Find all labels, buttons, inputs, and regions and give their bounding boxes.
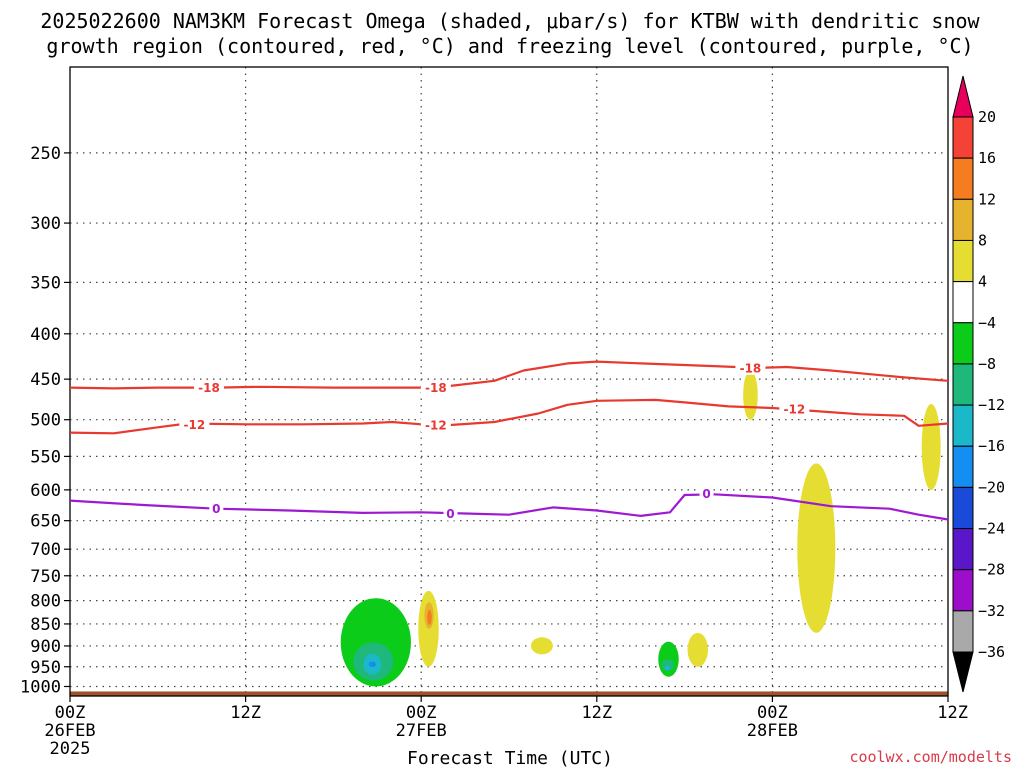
time-tick-label-48-1: 28FEB xyxy=(747,721,798,741)
time-tick-label-48-0: 00Z xyxy=(757,703,788,723)
time-tick-label-60-0: 12Z xyxy=(937,703,968,723)
colorbar-stripe-1 xyxy=(952,157,974,200)
colorbar-stripe-10 xyxy=(952,528,974,571)
contour-label-bg--12-2 xyxy=(779,401,810,416)
pressure-tick-label-950: 950 xyxy=(30,658,61,678)
omega-ascent-max-0 xyxy=(368,661,376,668)
colorbar-tick-label-2: 12 xyxy=(978,190,996,208)
contour-label--12: -12 xyxy=(425,419,447,433)
colorbar-tick-label-3: 8 xyxy=(978,231,987,249)
temperature-contours: -18 -18 -18 -12 -12 -12 0 0 0 xyxy=(69,360,949,521)
colorbar-tick-label-11: −28 xyxy=(978,561,1005,579)
omega-colorbar: 20 16 12 8 4 −4 −8 −12 −16 −20 −24 −28 −32 −36 xyxy=(952,75,1005,693)
omega-descent-region-2 xyxy=(530,637,553,655)
ground-surface xyxy=(70,691,948,696)
pressure-tick-label-250: 250 xyxy=(30,144,61,164)
pressure-tick-label-650: 650 xyxy=(30,512,61,532)
colorbar-stripe-12 xyxy=(952,610,974,653)
omega-descent-region-5 xyxy=(743,370,758,420)
colorbar-stripe-4 xyxy=(952,281,974,324)
contour-label-bg-0-2 xyxy=(699,486,714,501)
colorbar-tick-label-4: 4 xyxy=(978,273,987,291)
contour-label--12: -12 xyxy=(784,402,806,416)
pressure-tick-label-300: 300 xyxy=(30,214,61,234)
time-tick-label-24-1: 27FEB xyxy=(396,721,447,741)
colorbar-tick-label-1: 16 xyxy=(978,149,996,167)
contour-label-bg--12-1 xyxy=(420,418,451,433)
contour-label--18: -18 xyxy=(425,381,447,395)
colorbar-tick-label-9: −20 xyxy=(978,478,1005,496)
omega-ascent-core-3 xyxy=(661,659,674,671)
pressure-tick-label-800: 800 xyxy=(30,592,61,612)
pressure-tick-label-600: 600 xyxy=(30,481,61,501)
omega-descent-region-6 xyxy=(797,463,836,633)
colorbar-tick-label-0: 20 xyxy=(978,108,996,126)
contour-label-bg--18-1 xyxy=(420,380,451,395)
omega-ascent-region-3 xyxy=(658,641,679,677)
pressure-tick-label-550: 550 xyxy=(30,447,61,467)
time-tick-label-12-0: 12Z xyxy=(230,703,261,723)
pressure-tick-label-1000: 1000 xyxy=(20,677,61,697)
contour-label-0: 0 xyxy=(446,507,454,521)
colorbar-top-arrow xyxy=(952,75,974,118)
contour-line--12 xyxy=(69,398,949,435)
colorbar-tick-label-10: −24 xyxy=(978,520,1005,538)
contour-label-bg--12-0 xyxy=(179,417,210,432)
time-tick-label-36-0: 12Z xyxy=(581,703,612,723)
omega-descent-region-1 xyxy=(418,590,439,667)
contour-label--18: -18 xyxy=(198,381,220,395)
colorbar-stripe-11 xyxy=(952,569,974,612)
colorbar-tick-label-12: −32 xyxy=(978,602,1005,620)
contour-line-0 xyxy=(69,493,949,521)
contour-label--12: -12 xyxy=(184,418,206,432)
colorbar-stripe-9 xyxy=(952,486,974,530)
x-axis-title: Forecast Time (UTC) xyxy=(407,748,613,768)
colorbar-stripe-2 xyxy=(952,198,974,241)
contour-label--18: -18 xyxy=(740,361,762,375)
plot-frame xyxy=(69,66,949,697)
time-tick-label-0-2: 2025 xyxy=(50,739,91,759)
pressure-tick-label-500: 500 xyxy=(30,411,61,431)
time-tick-label-0-0: 00Z xyxy=(55,703,86,723)
pressure-tick-label-350: 350 xyxy=(30,273,61,293)
credit-link[interactable]: coolwx.com/modelts xyxy=(849,748,1012,766)
contour-label-bg--18-0 xyxy=(194,380,225,395)
pressure-tick-label-700: 700 xyxy=(30,540,61,560)
pressure-tick-label-850: 850 xyxy=(30,615,61,635)
pressure-tick-label-900: 900 xyxy=(30,637,61,657)
contour-label-0: 0 xyxy=(212,502,220,516)
colorbar-tick-label-5: −4 xyxy=(978,314,996,332)
pressure-tick-label-400: 400 xyxy=(30,325,61,345)
contour-label-bg-0-1 xyxy=(443,506,458,521)
colorbar-stripe-3 xyxy=(952,239,974,283)
chart-title-line-1: 2025022600 NAM3KM Forecast Omega (shaded… xyxy=(40,9,980,33)
colorbar-tick-label-13: −36 xyxy=(978,643,1005,661)
colorbar-bottom-arrow xyxy=(952,651,974,693)
contour-label-bg-0-0 xyxy=(209,501,224,516)
pressure-axis: 2503003504004505005506006507007508008509… xyxy=(20,144,70,697)
pressure-tick-label-750: 750 xyxy=(30,567,61,587)
contour-label-0: 0 xyxy=(702,487,710,501)
time-tick-label-24-0: 00Z xyxy=(406,703,437,723)
omega-descent-region-7 xyxy=(921,403,941,490)
pressure-tick-label-450: 450 xyxy=(30,370,61,390)
omega-descent-peak-1 xyxy=(427,609,432,625)
colorbar-stripe-0 xyxy=(952,116,974,159)
colorbar-tick-label-7: −12 xyxy=(978,396,1005,414)
omega-descent-region-4 xyxy=(687,632,709,667)
colorbar-stripe-5 xyxy=(952,322,974,365)
time-tick-label-0-1: 26FEB xyxy=(44,721,95,741)
chart-title-line-2: growth region (contoured, red, °C) and f… xyxy=(46,34,973,58)
contour-label-bg--18-2 xyxy=(735,360,766,375)
colorbar-stripe-8 xyxy=(952,445,974,488)
colorbar-stripe-6 xyxy=(952,363,974,406)
colorbar-tick-label-8: −16 xyxy=(978,437,1005,455)
omega-ascent-peak-3 xyxy=(664,665,671,671)
colorbar-tick-label-6: −8 xyxy=(978,355,996,373)
colorbar-stripe-7 xyxy=(952,404,974,447)
